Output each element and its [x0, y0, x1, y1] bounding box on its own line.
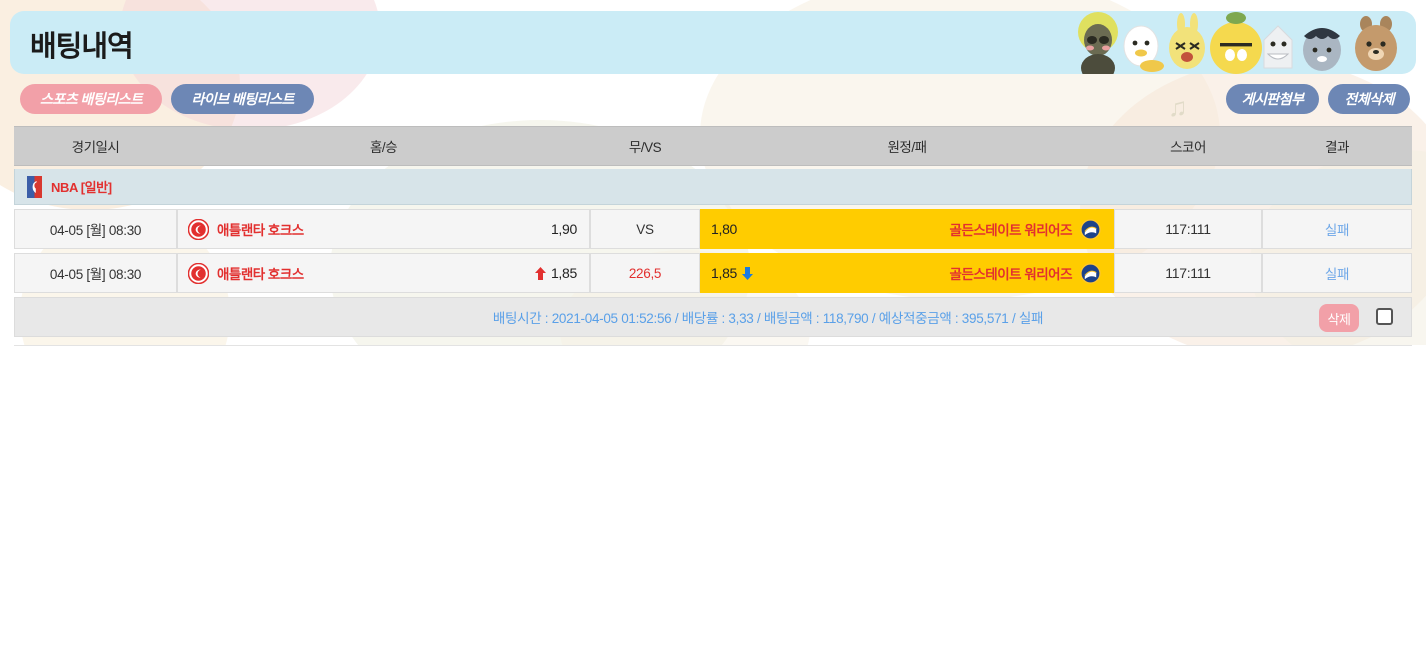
- bet-summary-text: 배팅시간 : 2021-04-05 01:52:56 / 배당률 : 3,33 …: [492, 311, 1044, 326]
- away-team-name: 골든스테이트 워리어즈: [949, 267, 1073, 282]
- away-pick-cell[interactable]: 1,80 골든스테이트 워리어즈: [700, 209, 1114, 249]
- away-pick-cell[interactable]: 1,85 골든스테이트 워리어즈: [700, 253, 1114, 293]
- content-bottom-divider: [14, 345, 1412, 346]
- column-header-draw-vs: 무/VS: [628, 140, 662, 155]
- result-value: 실패: [1324, 267, 1350, 282]
- atlanta-hawks-logo-icon: [188, 262, 209, 284]
- delete-bet-button[interactable]: 삭제: [1319, 304, 1359, 332]
- handicap-label: 226,5: [628, 265, 662, 281]
- column-header-result: 결과: [1325, 140, 1349, 155]
- home-odds: 1,85: [534, 265, 577, 281]
- home-team-name: 애틀랜타 호크스: [217, 267, 304, 282]
- home-pick-cell[interactable]: 애틀랜타 호크스 1,90: [177, 209, 590, 249]
- match-datetime: 04-05 [월] 08:30: [14, 209, 177, 249]
- home-odds-value: 1,85: [550, 265, 577, 281]
- away-odds: 1,85: [711, 265, 754, 281]
- result-value: 실패: [1324, 223, 1350, 238]
- away-odds-value: 1,85: [711, 265, 738, 281]
- league-name: NBA [일반]: [51, 180, 112, 195]
- golden-state-warriors-logo-icon: [1080, 218, 1101, 240]
- home-odds-value: 1,90: [550, 221, 577, 237]
- away-team-name: 골든스테이트 워리어즈: [949, 223, 1073, 238]
- column-header-score: 스코어: [1170, 140, 1206, 155]
- nba-logo-icon: [27, 175, 42, 198]
- betting-list-tabs: 스포츠 배팅리스트 라이브 배팅리스트: [20, 84, 314, 114]
- match-datetime: 04-05 [월] 08:30: [14, 253, 177, 293]
- odds-down-arrow-icon: [742, 266, 754, 280]
- league-group-row: NBA [일반]: [14, 169, 1412, 205]
- home-team-name: 애틀랜타 호크스: [217, 223, 304, 238]
- match-score: 117:111: [1114, 253, 1262, 293]
- golden-state-warriors-logo-icon: [1080, 262, 1101, 284]
- odds-up-arrow-icon: [534, 266, 546, 280]
- header-action-buttons: 게시판첨부 전체삭제: [1225, 84, 1410, 114]
- column-header-away-lose: 원정/패: [887, 140, 927, 155]
- select-bet-checkbox[interactable]: [1376, 308, 1393, 325]
- atlanta-hawks-logo-icon: [188, 218, 209, 240]
- music-note-icon: ♫: [1168, 92, 1188, 122]
- away-odds-value: 1,80: [711, 221, 738, 237]
- bet-summary-row: 배팅시간 : 2021-04-05 01:52:56 / 배당률 : 3,33 …: [14, 297, 1412, 337]
- table-row: 04-05 [월] 08:30 애틀랜타 호크스 1,85: [14, 253, 1412, 293]
- bet-result: 실패: [1262, 253, 1412, 293]
- bet-result: 실패: [1262, 209, 1412, 249]
- page-header-banner: 배팅내역: [10, 11, 1416, 74]
- home-odds: 1,90: [551, 221, 577, 237]
- page-title: 배팅내역: [30, 31, 134, 63]
- match-score: 117:111: [1114, 209, 1262, 249]
- score-value: 117:111: [1165, 265, 1211, 281]
- away-odds: 1,80: [711, 221, 737, 237]
- kakao-friends-characters-icon: [1078, 12, 1397, 74]
- column-header-match-datetime: 경기일시: [71, 140, 120, 155]
- tab-live-betting-list[interactable]: 라이브 배팅리스트: [171, 84, 314, 114]
- column-header-home-win: 홈/승: [369, 140, 398, 155]
- attach-to-board-button[interactable]: 게시판첨부: [1225, 84, 1320, 114]
- betting-history-table: 경기일시 홈/승 무/VS 원정/패 스코어 결과 NBA [일반] 04-05…: [14, 126, 1412, 337]
- vs-label: VS: [636, 221, 654, 237]
- home-pick-cell[interactable]: 애틀랜타 호크스 1,85: [177, 253, 590, 293]
- table-header-row: 경기일시 홈/승 무/VS 원정/패 스코어 결과: [14, 126, 1412, 166]
- tab-sports-betting-list[interactable]: 스포츠 배팅리스트: [20, 84, 163, 114]
- delete-all-button[interactable]: 전체삭제: [1328, 84, 1410, 114]
- table-row: 04-05 [월] 08:30 애틀랜타 호크스 1,90 VS: [14, 209, 1412, 249]
- draw-vs-cell[interactable]: VS: [590, 209, 700, 249]
- handicap-cell[interactable]: 226,5: [590, 253, 700, 293]
- score-value: 117:111: [1165, 221, 1211, 237]
